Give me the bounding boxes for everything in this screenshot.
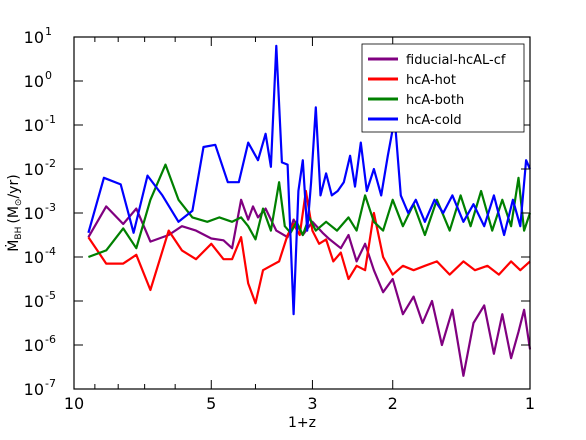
- x-axis-label: 1+z: [288, 415, 316, 431]
- x-tick-label-2: 3: [307, 394, 317, 413]
- y-tick-label-5: 10: [24, 160, 44, 179]
- y-axis-label-sun: ⊙: [14, 199, 24, 207]
- y-tick-sup-2: -5: [45, 289, 56, 302]
- y-axis-label-symbol: Ṁ: [4, 240, 22, 252]
- x-tick-label-3: 2: [388, 394, 398, 413]
- legend: fiducial-hcAL-cf hcA-hot hcA-both hcA-cold: [361, 43, 525, 133]
- series-layer: [87, 44, 532, 377]
- y-axis-label: ṀBH (M⊙/yr): [4, 174, 24, 251]
- y-tick-label-7: 10: [24, 72, 44, 91]
- y-tick-sup-8: 1: [45, 25, 52, 38]
- y-tick-sup-4: -3: [45, 201, 56, 214]
- y-tick-label-0: 10: [24, 380, 44, 399]
- legend-label-2: hcA-both: [406, 93, 464, 108]
- legend-label-3: hcA-cold: [406, 113, 462, 128]
- legend-label-0: fiducial-hcAL-cf: [406, 53, 506, 68]
- y-tick-sup-7: 0: [45, 69, 52, 82]
- y-axis-label-paren: (M: [6, 206, 22, 224]
- y-tick-label-8: 10: [24, 28, 44, 47]
- y-tick-label-2: 10: [24, 292, 44, 311]
- legend-label-1: hcA-hot: [406, 73, 456, 88]
- y-tick-label-4: 10: [24, 204, 44, 223]
- x-tick-label-1: 5: [206, 394, 216, 413]
- y-tick-label-3: 10: [24, 248, 44, 267]
- series-line-0: [87, 198, 532, 377]
- y-tick-sup-5: -2: [45, 157, 56, 170]
- y-tick-label-6: 10: [24, 116, 44, 135]
- x-tick-label-4: 1: [525, 394, 535, 413]
- y-tick-sup-3: -4: [45, 245, 56, 258]
- y-tick-label-1: 10: [24, 336, 44, 355]
- y-axis-label-unit: /yr): [6, 174, 22, 198]
- y-tick-sup-0: -7: [45, 377, 56, 390]
- y-tick-sup-1: -6: [45, 333, 56, 346]
- x-tick-label-0: 10: [64, 394, 84, 413]
- y-tick-sup-6: -1: [45, 113, 56, 126]
- series-line-1: [87, 189, 531, 305]
- y-axis-label-sub: BH: [14, 227, 24, 240]
- series-line-3: [87, 44, 532, 316]
